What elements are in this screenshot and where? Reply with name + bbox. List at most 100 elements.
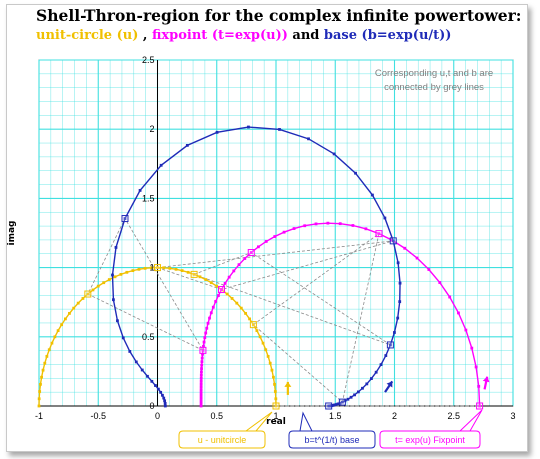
- data-point-t: [204, 331, 208, 335]
- data-point-t: [201, 352, 204, 356]
- data-point-b: [185, 143, 189, 147]
- data-point-u: [270, 368, 274, 372]
- data-point-b: [278, 128, 281, 131]
- data-point-t: [202, 340, 206, 344]
- data-point-u: [86, 292, 90, 296]
- highlight-point-u: [249, 321, 257, 329]
- data-point-u: [186, 270, 190, 274]
- data-point-b: [384, 354, 388, 357]
- data-point-t: [227, 275, 231, 279]
- x-tick-label: 1: [273, 411, 278, 421]
- data-point-t: [200, 360, 204, 364]
- x-tick-label: 1.5: [329, 411, 342, 421]
- callout-u-text: u - unitcircle: [198, 435, 247, 445]
- connector-triangle: [192, 252, 391, 346]
- data-point-u: [239, 306, 243, 310]
- data-point-t: [208, 316, 211, 320]
- data-point-u: [255, 329, 259, 333]
- data-point-b: [370, 377, 373, 380]
- data-point-t: [477, 384, 481, 388]
- data-point-b: [396, 261, 400, 265]
- data-point-u: [204, 278, 208, 281]
- chart-title: Shell-Thron-region for the complex infin…: [36, 6, 522, 25]
- data-point-t: [216, 294, 220, 297]
- y-tick-label: 0.5: [142, 332, 155, 342]
- highlight-point-u: [190, 270, 198, 278]
- data-point-u: [56, 329, 60, 333]
- x-tick-label: 2: [392, 411, 397, 421]
- data-point-u: [225, 292, 229, 296]
- data-point-u: [102, 281, 106, 285]
- callout-t-box: [379, 409, 483, 449]
- data-point-u: [125, 270, 129, 274]
- data-point-t: [200, 363, 204, 367]
- arrow-b-head: [386, 381, 393, 388]
- data-point-t: [403, 246, 407, 250]
- data-point-b: [134, 360, 138, 364]
- direction-arrows: [284, 376, 490, 395]
- subtitle-fixpoint: fixpoint (t=exp(u)): [151, 28, 288, 43]
- data-point-t: [351, 224, 355, 227]
- callout-t-text: t= exp(u) Fixpoint: [395, 435, 465, 445]
- data-point-u: [244, 311, 247, 315]
- highlight-point-b: [325, 402, 333, 410]
- data-point-t: [200, 370, 203, 374]
- data-point-t: [457, 311, 460, 315]
- data-point-t: [438, 281, 442, 284]
- x-tick-label: 0.5: [210, 411, 223, 421]
- data-point-b: [111, 273, 114, 277]
- data-point-t: [199, 388, 203, 392]
- data-point-b: [398, 300, 402, 304]
- data-point-u: [274, 404, 278, 408]
- data-point-t: [200, 367, 203, 370]
- data-point-t: [256, 245, 260, 249]
- data-point-t: [338, 222, 342, 226]
- data-point-u: [91, 288, 95, 292]
- data-point-u: [60, 323, 64, 327]
- highlight-point-t: [476, 402, 484, 410]
- data-point-t: [205, 326, 209, 330]
- data-point-u: [64, 317, 67, 321]
- data-point-t: [223, 281, 227, 285]
- x-tick-label: -1: [35, 411, 43, 421]
- data-point-b: [391, 239, 395, 243]
- highlight-point-u: [154, 264, 161, 272]
- data-point-u: [180, 269, 184, 273]
- data-point-u: [258, 335, 262, 339]
- data-point-b: [340, 400, 344, 404]
- data-point-b: [156, 387, 160, 391]
- data-point-t: [206, 321, 210, 325]
- data-point-b: [388, 343, 392, 347]
- data-point-b: [346, 397, 350, 401]
- data-point-u: [131, 269, 135, 273]
- curves: [37, 125, 484, 410]
- data-point-b: [383, 216, 387, 220]
- arrow-t-head: [482, 376, 490, 383]
- data-point-t: [209, 311, 213, 315]
- data-point-t: [377, 232, 381, 236]
- callout-b-text: b=t^(1/t) base: [304, 435, 359, 445]
- y-tick-label: 1.5: [142, 193, 155, 203]
- data-point-b: [332, 152, 336, 156]
- data-point-b: [138, 188, 142, 192]
- data-point-u: [50, 341, 54, 345]
- data-point-t: [199, 401, 203, 405]
- data-point-t: [199, 393, 203, 397]
- subtitle-separator-1: ,: [138, 28, 152, 43]
- tick-labels: -1 -0.5 0 0.5 1 1.5 2 2.5 3 0 0.5 1 1.5 2 2.5: [35, 55, 516, 421]
- data-point-b: [146, 374, 149, 378]
- connector-triangle: [157, 240, 394, 290]
- data-point-b: [112, 298, 115, 302]
- x-tick-label: 3: [510, 411, 515, 421]
- data-point-t: [326, 221, 330, 225]
- data-point-b: [396, 316, 400, 320]
- y-axis-label: imag: [7, 221, 17, 246]
- data-point-b: [121, 336, 125, 340]
- data-point-t: [199, 382, 203, 386]
- data-point-t: [364, 227, 368, 231]
- data-point-t: [273, 235, 277, 238]
- data-point-u: [107, 278, 111, 281]
- data-point-u: [37, 404, 41, 408]
- data-point-u: [68, 311, 71, 315]
